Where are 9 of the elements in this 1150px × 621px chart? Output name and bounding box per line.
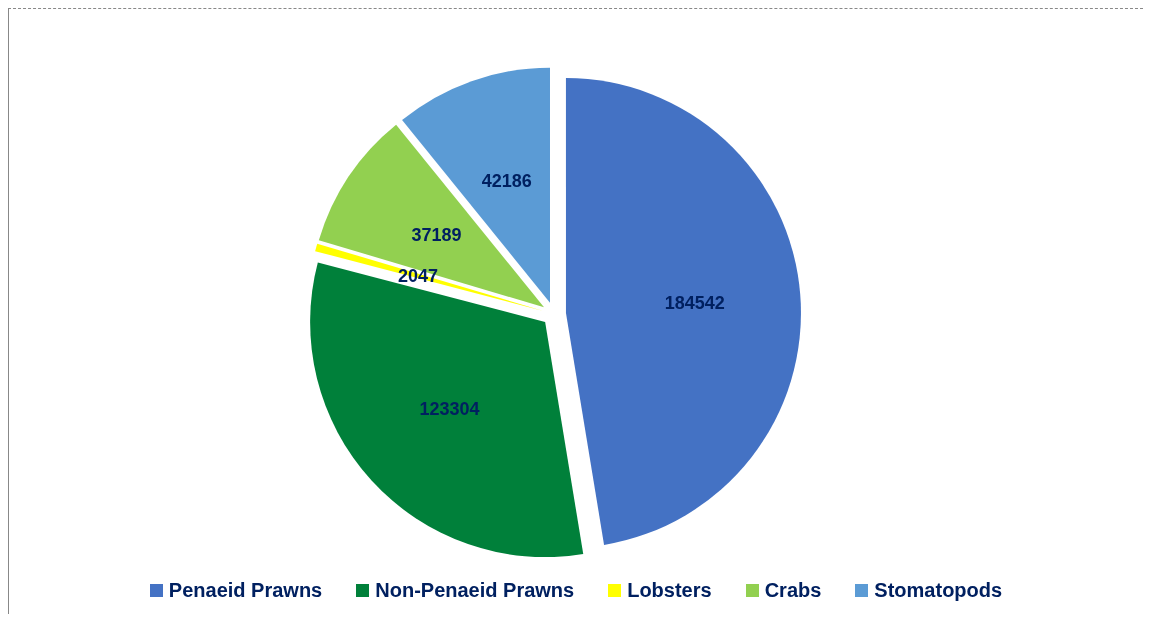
data-label: 42186	[481, 170, 532, 191]
data-label: 184542	[664, 292, 725, 313]
legend-label: Non-Penaeid Prawns	[375, 579, 575, 602]
legend-label: Crabs	[764, 579, 822, 602]
legend-label: Penaeid Prawns	[168, 579, 323, 602]
legend-label: Lobsters	[627, 579, 712, 602]
legend-label: Stomatopods	[874, 579, 1003, 602]
data-label: 37189	[411, 225, 462, 246]
data-label: 123304	[419, 399, 480, 420]
